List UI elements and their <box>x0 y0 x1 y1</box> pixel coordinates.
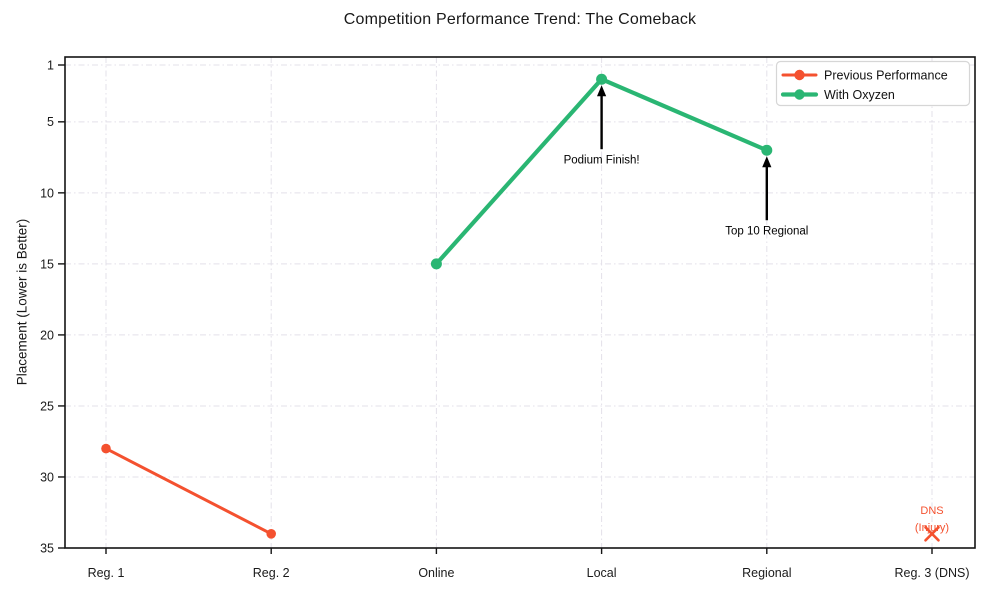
x-tick-label: Reg. 1 <box>88 566 125 580</box>
y-tick-label: 30 <box>40 470 54 484</box>
axis-ticks <box>58 64 933 554</box>
legend-sample-marker <box>794 89 805 100</box>
annotation-text: Top 10 Regional <box>725 226 808 238</box>
plot-frame <box>64 56 976 549</box>
annotation-arrowhead-icon <box>762 156 772 168</box>
annotation-text: DNS <box>920 505 943 517</box>
series-line <box>104 447 273 536</box>
legend-sample-marker <box>794 69 805 81</box>
data-point-marker <box>761 144 773 156</box>
y-tick-label: 1 <box>47 58 54 72</box>
data-point-marker <box>430 258 442 270</box>
annotation-text: (Injury) <box>915 522 949 534</box>
data-point-marker <box>101 443 111 454</box>
legend-box <box>775 60 971 107</box>
y-tick-label: 5 <box>47 115 54 129</box>
series-with-oxyzen <box>430 73 773 270</box>
annotation: DNS (Injury) <box>915 505 949 542</box>
y-tick-label: 35 <box>40 541 54 555</box>
annotation: Top 10 Regional <box>725 156 808 238</box>
legend-label: Previous Performance <box>824 68 948 82</box>
chart-title: Competition Performance Trend: The Comeb… <box>343 11 697 28</box>
annotation: Podium Finish! <box>564 85 640 167</box>
legend-label: With Oxyzen <box>824 88 895 102</box>
y-tick-label: 20 <box>40 328 54 342</box>
data-point-marker <box>266 528 277 539</box>
x-tick-label: Reg. 3 (DNS) <box>894 566 969 580</box>
x-tick-labels: Reg. 1 Reg. 2 Online Local Regional Reg. 3 (D… <box>88 566 970 580</box>
x-tick-label: Reg. 2 <box>253 566 290 580</box>
legend: Previous Performance With Oxyzen <box>775 60 971 107</box>
x-tick-label: Online <box>418 566 454 580</box>
annotation-text: Podium Finish! <box>564 155 640 167</box>
x-tick-label: Local <box>587 566 617 580</box>
dns-x-marker-icon <box>924 525 940 542</box>
grid <box>65 57 975 549</box>
y-tick-label: 15 <box>40 257 54 271</box>
data-point-marker <box>596 73 608 85</box>
x-tick-label: Regional <box>742 566 791 580</box>
series-previous-performance <box>101 443 277 539</box>
y-tick-label: 10 <box>40 186 54 200</box>
y-tick-label: 25 <box>40 399 54 413</box>
annotation-arrowhead-icon <box>597 85 607 97</box>
